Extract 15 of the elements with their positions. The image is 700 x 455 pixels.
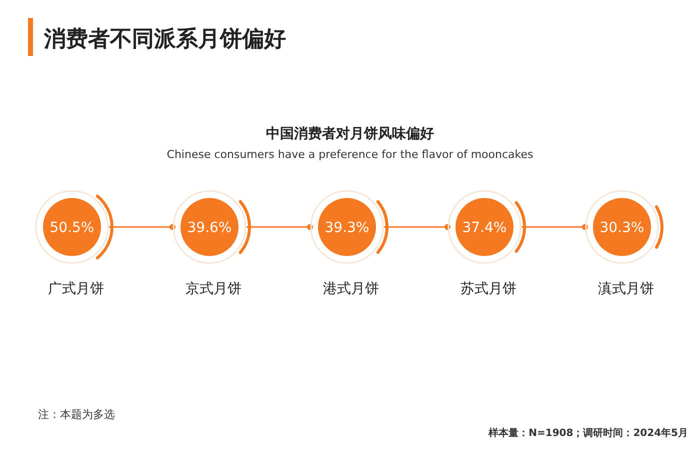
- category-label: 苏式月饼: [460, 281, 516, 297]
- text: 样本量：N=1908；调研时间：2024年5月: [488, 427, 688, 439]
- data-label: 30.3%: [600, 220, 644, 236]
- text: Chinese consumers have a preference for the flavor of mooncakes: [166, 148, 534, 161]
- category-label: 滇式月饼: [598, 281, 654, 297]
- text: 消费者不同派系月饼偏好: [43, 27, 286, 52]
- data-label: 39.3%: [324, 220, 370, 236]
- category-label: 京式月饼: [186, 281, 242, 297]
- category-label: 广式月饼: [48, 281, 104, 297]
- text: 注：本题为多选: [38, 408, 115, 421]
- data-label: 39.6%: [187, 220, 232, 236]
- data-label: 37.4%: [462, 220, 507, 236]
- text: 中国消费者对月饼风味偏好: [266, 126, 434, 142]
- category-label: 港式月饼: [323, 281, 379, 297]
- data-label: 50.5%: [50, 220, 94, 236]
